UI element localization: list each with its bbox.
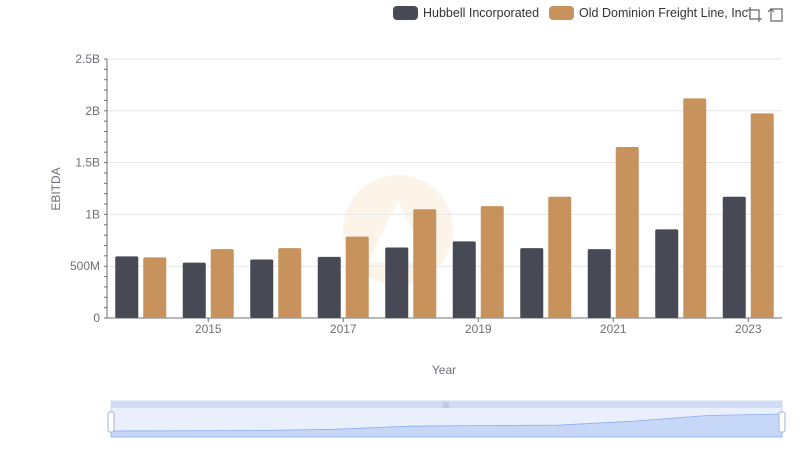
zoom-icon[interactable] bbox=[746, 6, 763, 23]
x-tick-label: 2019 bbox=[465, 322, 492, 336]
y-tick-label: 1B bbox=[85, 207, 100, 221]
zoom-grip-icon: ||| bbox=[443, 402, 449, 409]
bar-hubbell bbox=[317, 256, 341, 318]
bar-hubbell bbox=[250, 259, 274, 318]
legend: Hubbell Incorporated Old Dominion Freigh… bbox=[393, 4, 761, 22]
x-tick-label: 2015 bbox=[195, 322, 222, 336]
zoom-handle-left[interactable] bbox=[107, 411, 115, 433]
zoom-handle-right[interactable] bbox=[778, 411, 786, 433]
bar-hubbell bbox=[587, 249, 611, 318]
x-axis: 2015 2017 2019 2021 2023 bbox=[107, 317, 782, 336]
y-tick-label: 0 bbox=[93, 311, 100, 325]
bar-odfl bbox=[143, 257, 167, 318]
toolbox bbox=[746, 6, 788, 23]
y-axis: 0 500M 1B 1.5B 2B 2.5B bbox=[70, 52, 108, 325]
y-axis-label: EBITDA bbox=[49, 167, 63, 210]
y-tick-label: 2.5B bbox=[75, 52, 100, 66]
zoom-top-bar[interactable] bbox=[111, 401, 782, 408]
bar-odfl bbox=[345, 236, 369, 318]
legend-label-hubbell: Hubbell Incorporated bbox=[423, 6, 540, 20]
legend-swatch-hubbell bbox=[393, 6, 418, 20]
bar-odfl bbox=[413, 209, 437, 318]
y-tick-label: 1.5B bbox=[75, 156, 100, 170]
legend-label-odfl: Old Dominion Freight Line, Inc. bbox=[579, 6, 752, 20]
bar-odfl bbox=[480, 206, 504, 318]
bar-hubbell bbox=[452, 241, 476, 318]
x-tick-label: 2023 bbox=[735, 322, 762, 336]
data-zoom-slider[interactable]: ||| bbox=[107, 400, 786, 438]
bar-odfl bbox=[548, 196, 572, 318]
x-tick-label: 2021 bbox=[600, 322, 627, 336]
legend-item-odfl[interactable]: Old Dominion Freight Line, Inc. bbox=[549, 6, 751, 20]
grid-lines bbox=[107, 58, 782, 267]
bar-hubbell bbox=[520, 248, 544, 318]
y-tick-label: 500M bbox=[70, 259, 100, 273]
bar-hubbell bbox=[115, 256, 139, 318]
zoom-reset-icon[interactable] bbox=[767, 6, 784, 23]
legend-item-hubbell[interactable]: Hubbell Incorporated bbox=[393, 6, 539, 20]
bar-hubbell bbox=[655, 229, 679, 318]
bar-odfl bbox=[683, 98, 707, 318]
bar-odfl bbox=[615, 147, 639, 318]
bar-hubbell bbox=[385, 247, 409, 318]
x-axis-label: Year bbox=[432, 363, 456, 377]
bar-hubbell bbox=[182, 262, 206, 318]
bar-odfl bbox=[278, 248, 302, 318]
bar-odfl bbox=[210, 249, 234, 318]
bars bbox=[115, 98, 774, 318]
bar-hubbell bbox=[722, 196, 746, 318]
bar-odfl bbox=[750, 113, 774, 318]
y-tick-label: 2B bbox=[85, 104, 100, 118]
legend-swatch-odfl bbox=[549, 6, 575, 20]
x-tick-label: 2017 bbox=[330, 322, 357, 336]
